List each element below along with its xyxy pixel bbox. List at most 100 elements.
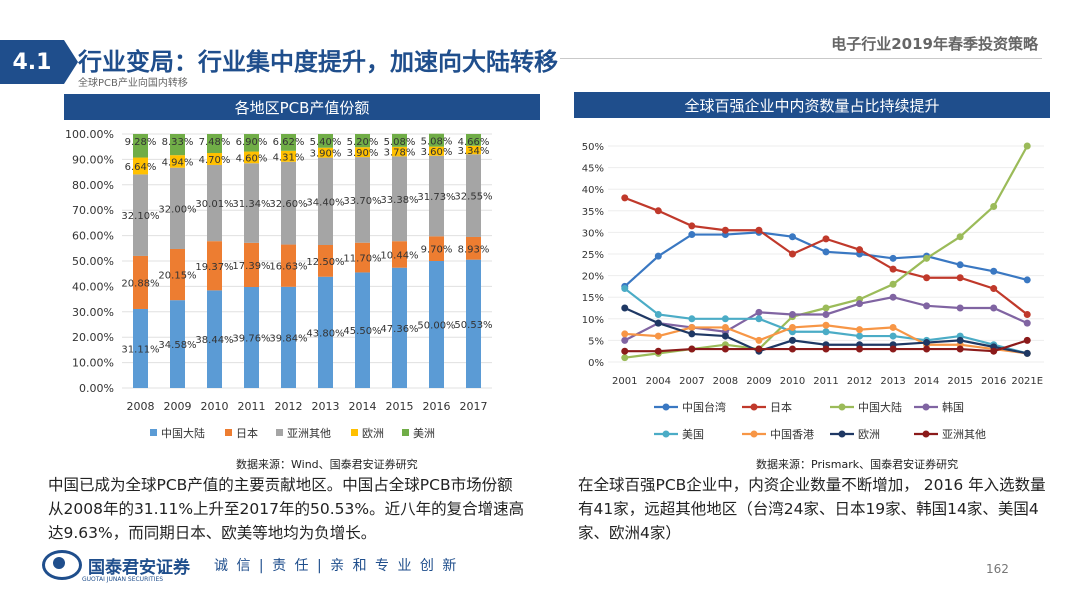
- data-point: [990, 202, 998, 210]
- data-point: [1023, 349, 1031, 357]
- legend-marker: [750, 403, 758, 411]
- left-chart-title: 各地区PCB产值份额: [64, 94, 540, 120]
- bar-segment: [429, 236, 444, 261]
- data-point: [1023, 336, 1031, 344]
- y-tick-label: 100.00%: [65, 128, 114, 141]
- data-point: [889, 323, 897, 331]
- data-point: [788, 323, 796, 331]
- legend-label: 中国台湾: [682, 400, 726, 414]
- data-label: 12.50%: [306, 257, 344, 268]
- bar-segment: [429, 133, 444, 147]
- data-label: 4.66%: [458, 137, 490, 148]
- data-point: [654, 332, 662, 340]
- data-label: 8.33%: [162, 137, 194, 148]
- data-point: [721, 345, 729, 353]
- legend-label: 韩国: [942, 400, 964, 414]
- data-point: [621, 347, 629, 355]
- bar-segment: [244, 163, 259, 243]
- data-label: 3.60%: [421, 147, 453, 158]
- legend-marker: [838, 403, 846, 411]
- report-title: 电子行业2019年春季投资策略: [831, 35, 1038, 53]
- bar-segment: [244, 151, 259, 164]
- bar-segment: [318, 147, 333, 158]
- data-label: 3.90%: [347, 148, 379, 159]
- x-tick-label: 2012: [275, 400, 303, 413]
- company-motto: 诚 信 | 责 任 | 亲 和 专 业 创 新: [214, 558, 459, 574]
- data-point: [721, 315, 729, 323]
- data-label: 31.73%: [417, 192, 455, 203]
- data-point: [621, 354, 629, 362]
- data-point: [923, 254, 931, 262]
- bar-segment: [355, 157, 370, 243]
- data-point: [822, 248, 830, 256]
- stacked-bar-chart: 0.00% 10.00% 20.00% 30.00% 40.00% 50.00% 60.00…: [65, 128, 493, 440]
- data-point: [856, 332, 864, 340]
- bar-segment: [133, 157, 148, 175]
- x-tick-label: 2013: [312, 400, 340, 413]
- data-label: 39.76%: [232, 334, 270, 345]
- x-tick-label: 2013: [880, 376, 905, 387]
- bar-segment: [133, 308, 148, 388]
- data-point: [654, 319, 662, 327]
- data-point: [822, 310, 830, 318]
- company-logo: 国泰君安证券: [42, 550, 190, 580]
- data-point: [889, 265, 897, 273]
- data-point: [956, 274, 964, 282]
- data-point: [889, 293, 897, 301]
- bar-segment: [392, 133, 407, 147]
- data-label: 34.40%: [306, 197, 344, 208]
- data-point: [990, 347, 998, 355]
- x-tick-label: 2012: [847, 376, 872, 387]
- data-point: [889, 345, 897, 353]
- legend-swatch: [225, 429, 232, 436]
- x-tick-label: 2015: [947, 376, 972, 387]
- data-label: 9.28%: [125, 137, 157, 148]
- y-tick-label: 35%: [582, 207, 604, 218]
- data-point: [621, 336, 629, 344]
- y-tick-label: 30.00%: [72, 306, 114, 319]
- bar-segment: [170, 134, 185, 156]
- bar-segment: [244, 134, 259, 152]
- section-number-badge: 4.1: [0, 40, 78, 84]
- data-point: [788, 345, 796, 353]
- bar-segment: [392, 241, 407, 268]
- y-tick-label: 25%: [582, 250, 604, 261]
- data-point: [621, 194, 629, 202]
- bar-segment: [392, 156, 407, 242]
- data-point: [856, 326, 864, 334]
- legend-label: 亚洲其他: [287, 427, 331, 440]
- data-point: [1023, 319, 1031, 327]
- bar-segment: [466, 236, 481, 260]
- data-label: 20.15%: [158, 271, 196, 282]
- y-tick-label: 50.00%: [72, 255, 114, 268]
- data-label: 47.36%: [380, 324, 418, 335]
- data-point: [688, 222, 696, 230]
- data-point: [1023, 310, 1031, 318]
- bar-segment: [429, 146, 444, 156]
- data-point: [889, 332, 897, 340]
- legend-label: 中国香港: [770, 428, 814, 441]
- data-label: 4.70%: [199, 155, 231, 166]
- bar-segment: [133, 133, 148, 158]
- data-point: [788, 233, 796, 241]
- x-tick-label: 2014: [349, 400, 377, 413]
- data-label: 32.60%: [269, 199, 307, 210]
- bar-segment: [133, 255, 148, 309]
- data-label: 33.70%: [343, 196, 381, 207]
- bar-segment: [133, 174, 148, 256]
- legend-swatch: [150, 429, 157, 436]
- data-point: [755, 315, 763, 323]
- header-divider: [560, 58, 1042, 59]
- bar-segment: [466, 145, 481, 155]
- bar-segment: [318, 134, 333, 148]
- data-point: [621, 304, 629, 312]
- legend-marker: [922, 403, 930, 411]
- bar-segment: [170, 300, 185, 388]
- data-point: [956, 336, 964, 344]
- legend-label: 中国大陆: [858, 400, 902, 414]
- data-label: 32.00%: [158, 204, 196, 215]
- data-point: [621, 330, 629, 338]
- data-label: 31.34%: [232, 199, 270, 210]
- legend-label: 亚洲其他: [942, 428, 986, 441]
- data-label: 4.60%: [236, 153, 268, 164]
